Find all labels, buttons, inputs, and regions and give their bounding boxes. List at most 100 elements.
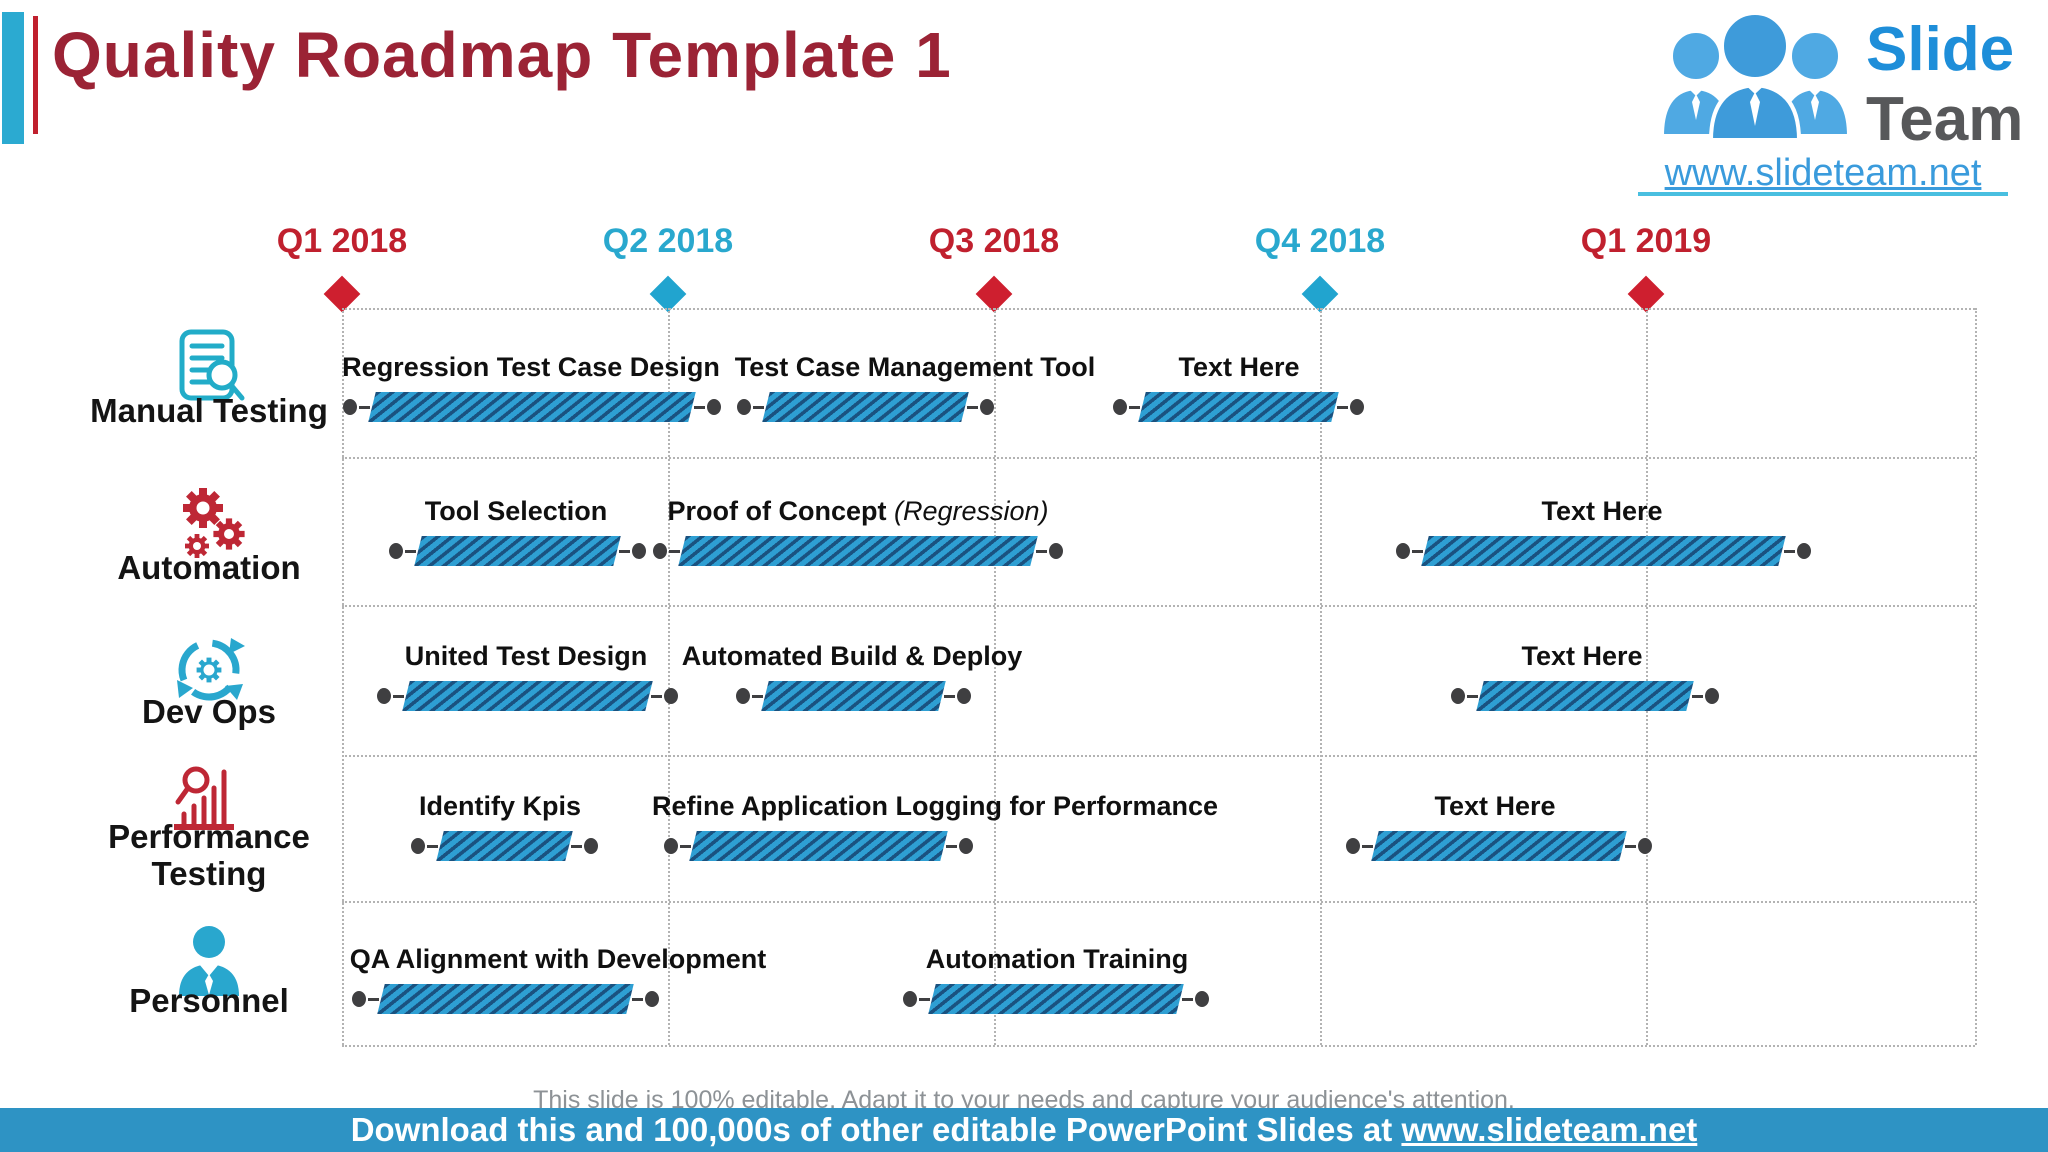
row-header-dev-ops [59,628,359,712]
gridline-horizontal [342,1045,1975,1047]
end-dot [1195,991,1209,1007]
task-label: Tool Selection [424,496,608,526]
start-dot [389,543,403,559]
end-dot [707,399,721,415]
task-bar-group [736,680,971,712]
row-header-manual-testing [59,328,359,408]
task-bar [436,831,573,861]
row-header-automation [59,482,359,574]
devops-cycle-icon [177,638,245,701]
row-header-personnel [59,922,359,998]
end-dot [645,991,659,1007]
gridline-vertical [994,308,996,1045]
task-bar [1476,681,1694,711]
task-label: Refine Application Logging for Performan… [651,791,1219,821]
milestone-diamond-icon [323,275,361,313]
task-bar-group [1396,535,1811,567]
task-label: Test Case Management Tool [734,352,1096,382]
task-bar-group [903,983,1209,1015]
row-label-manual-testing: Manual Testing [90,392,328,429]
task-bar-group [1113,391,1364,423]
end-dot [980,399,994,415]
connector-dash [632,997,643,1001]
row-label-dev-ops: Dev Ops [142,693,276,730]
connector-dash [619,549,630,553]
connector-dash [753,405,764,409]
task-bar [377,984,634,1014]
start-dot [737,399,751,415]
logo-brand-slide: Slide [1866,15,2015,84]
start-dot [352,991,366,1007]
footer-link[interactable]: www.slideteam.net [1401,1111,1698,1148]
connector-dash [405,549,416,553]
gridline-vertical [668,308,670,1045]
task-label: United Test Design [404,641,648,671]
task-label: Regression Test Case Design [342,352,720,382]
task-bar-group [737,391,994,423]
task-bar [402,681,653,711]
gridline-horizontal [342,605,1975,607]
connector-dash [946,844,957,848]
task-label: Text Here [1434,791,1556,821]
connector-dash [752,694,763,698]
connector-dash [680,844,691,848]
task-label-note: (Regression) [893,496,1049,526]
task-bar [678,536,1038,566]
gears-icon [183,488,245,558]
connector-dash [1337,405,1348,409]
task-bar-group [664,830,973,862]
task-bar-group [411,830,598,862]
end-dot [1797,543,1811,559]
connector-dash [1129,405,1140,409]
slideteam-logo[interactable]: Slide Team www.slideteam.net [1638,6,2038,196]
connector-dash [694,405,705,409]
quarter-label-q1-2018: Q1 2018 [276,222,408,260]
connector-dash [651,694,662,698]
task-bar-group [377,680,678,712]
gridline-vertical [342,308,344,1045]
title-accent-line [33,16,38,134]
title-accent-bar [2,12,24,144]
performance-chart-icon [174,766,234,830]
task-bar [762,392,969,422]
gridline-horizontal [342,901,1975,903]
document-search-icon [179,329,245,401]
task-label: Text Here [1178,352,1300,382]
task-bar [761,681,946,711]
end-dot [1705,688,1719,704]
quarter-label-q3-2018: Q3 2018 [928,222,1060,260]
end-dot [664,688,678,704]
connector-dash [368,997,379,1001]
start-dot [736,688,750,704]
logo-underline [1638,192,2008,196]
task-bar [928,984,1184,1014]
start-dot [1396,543,1410,559]
task-bar [1138,392,1339,422]
person-icon [179,926,239,996]
connector-dash [359,405,370,409]
logo-website-link[interactable]: www.slideteam.net [1664,152,1982,194]
connector-dash [1182,997,1193,1001]
connector-dash [967,405,978,409]
start-dot [377,688,391,704]
task-label: Proof of Concept (Regression) [667,496,1048,527]
start-dot [343,399,357,415]
milestone-diamond-icon [1627,275,1665,313]
end-dot [632,543,646,559]
task-label: Automated Build & Deploy [681,641,1023,671]
end-dot [1049,543,1063,559]
task-label: Identify Kpis [418,791,582,821]
task-bar [689,831,948,861]
page-title: Quality Roadmap Template 1 [52,19,952,91]
end-dot [584,838,598,854]
start-dot [411,838,425,854]
row-label-automation: Automation [117,549,301,586]
end-dot [959,838,973,854]
start-dot [664,838,678,854]
connector-dash [1784,549,1795,553]
task-bar [414,536,621,566]
milestone-diamond-icon [649,275,687,313]
row-label-personnel: Personnel [129,982,289,1019]
connector-dash [944,694,955,698]
